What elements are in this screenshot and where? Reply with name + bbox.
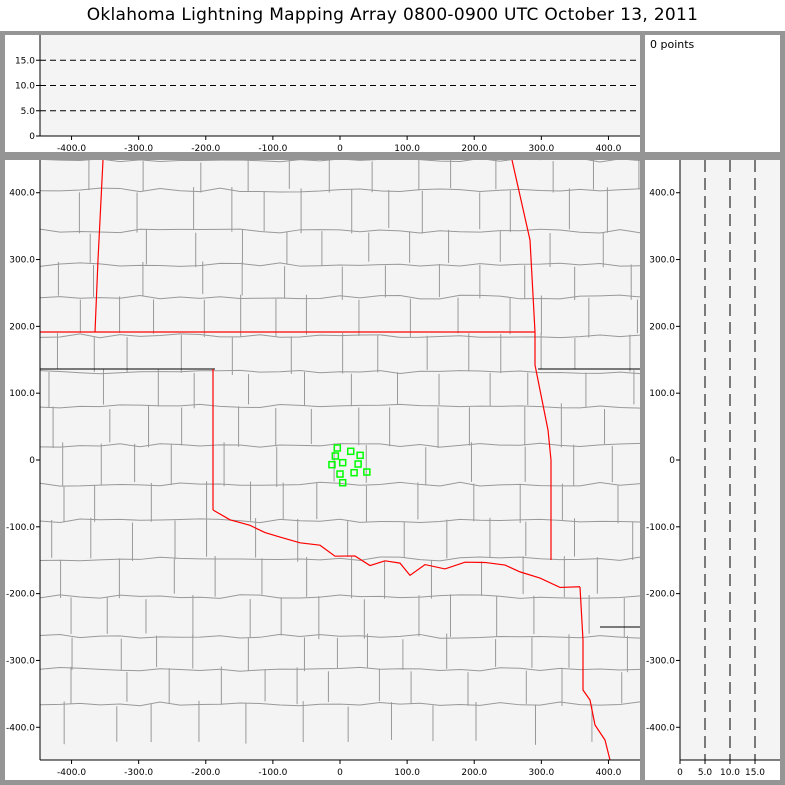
plan-y-tick-label: 100.0 — [9, 389, 35, 399]
lightning-source-point — [331, 452, 340, 460]
ns-altitude-x-tick-label: 0 — [677, 768, 683, 778]
altitude-x-tick-label: 0 — [337, 144, 343, 154]
plan-y-tick-label: 400.0 — [9, 189, 35, 199]
county-line — [40, 633, 640, 639]
east-border — [511, 160, 552, 560]
ns-altitude-y-tick-label: 0 — [669, 456, 675, 466]
altitude-x-tick-label: -300.0 — [124, 144, 153, 154]
lightning-source-point — [346, 447, 355, 456]
plan-x-tick-label: -400.0 — [57, 768, 86, 778]
county-line — [40, 556, 640, 562]
altitude-x-tick-label: 100.0 — [394, 144, 420, 154]
county-line — [40, 187, 640, 193]
lightning-source-point — [354, 460, 362, 468]
lightning-source-point — [356, 451, 364, 460]
altitude-x-tick-label: -400.0 — [57, 144, 86, 154]
arkansas-texas-border — [579, 586, 611, 760]
county-line — [40, 294, 640, 300]
plan-y-tick-label: -300.0 — [6, 656, 35, 666]
plan-y-tick-label: 300.0 — [9, 256, 35, 266]
county-line — [40, 518, 640, 524]
county-line — [40, 666, 640, 672]
plan-x-tick-label: 0 — [337, 768, 343, 778]
ns-altitude-y-tick-label: 200.0 — [649, 322, 675, 332]
lightning-source-point — [363, 468, 371, 476]
ns-altitude-x-tick-label: 5.0 — [698, 768, 713, 778]
ns-altitude-x-tick-label: 10.0 — [720, 768, 740, 778]
altitude-x-tick-label: 200.0 — [461, 144, 487, 154]
county-line — [40, 228, 640, 234]
ns-altitude-y-tick-label: -400.0 — [646, 723, 675, 733]
plan-x-tick-label: 400.0 — [596, 768, 622, 778]
ns-altitude-y-tick-label: -100.0 — [646, 523, 675, 533]
county-line — [40, 333, 640, 339]
red-river-border — [212, 509, 581, 589]
lightning-source-point — [338, 478, 347, 487]
ns-altitude-y-tick-label: 100.0 — [649, 389, 675, 399]
lightning-source-point — [328, 460, 336, 469]
ns-altitude-y-tick-label: 400.0 — [649, 189, 675, 199]
altitude-y-tick-label: 5.0 — [21, 107, 36, 117]
points-count: 0 points — [650, 38, 695, 51]
plan-y-tick-label: 200.0 — [9, 322, 35, 332]
altitude-x-tick-label: 400.0 — [596, 144, 622, 154]
altitude-y-tick-label: 15.0 — [15, 56, 35, 66]
lightning-source-point — [350, 468, 358, 477]
county-line — [40, 594, 640, 599]
plan-x-tick-label: 300.0 — [528, 768, 554, 778]
altitude-y-tick-label: 0 — [29, 132, 35, 142]
info-panel — [645, 35, 780, 152]
altitude-x-tick-label: -200.0 — [191, 144, 220, 154]
altitude-x-tick-label: -100.0 — [258, 144, 287, 154]
ns-altitude-y-tick-label: -300.0 — [646, 656, 675, 666]
altitude-x-tick-label: 300.0 — [528, 144, 554, 154]
plan-y-tick-label: -100.0 — [6, 523, 35, 533]
county-line — [40, 262, 640, 267]
colorado-border — [94, 160, 104, 333]
plan-y-tick-label: 0 — [29, 456, 35, 466]
plan-x-tick-label: -200.0 — [191, 768, 220, 778]
ns-altitude-y-tick-label: -200.0 — [646, 590, 675, 600]
lightning-source-point — [336, 470, 344, 478]
plan-x-tick-label: 200.0 — [461, 768, 487, 778]
county-line — [40, 442, 640, 448]
plan-x-tick-label: -300.0 — [124, 768, 153, 778]
plan-y-tick-label: -200.0 — [6, 590, 35, 600]
ns-altitude-y-tick-label: 300.0 — [649, 256, 675, 266]
plan-x-tick-label: -100.0 — [258, 768, 287, 778]
lightning-source-point — [333, 444, 342, 452]
plan-x-tick-label: 100.0 — [394, 768, 420, 778]
county-line — [40, 403, 640, 409]
altitude-y-tick-label: 10.0 — [15, 82, 35, 92]
plot-title: Oklahoma Lightning Mapping Array 0800-09… — [0, 0, 785, 31]
map-layer — [40, 160, 640, 760]
plan-y-tick-label: -400.0 — [6, 723, 35, 733]
county-line — [40, 369, 640, 375]
lightning-source-point — [338, 458, 347, 467]
county-line — [40, 701, 640, 707]
ns-altitude-x-tick-label: 15.0 — [745, 768, 765, 778]
